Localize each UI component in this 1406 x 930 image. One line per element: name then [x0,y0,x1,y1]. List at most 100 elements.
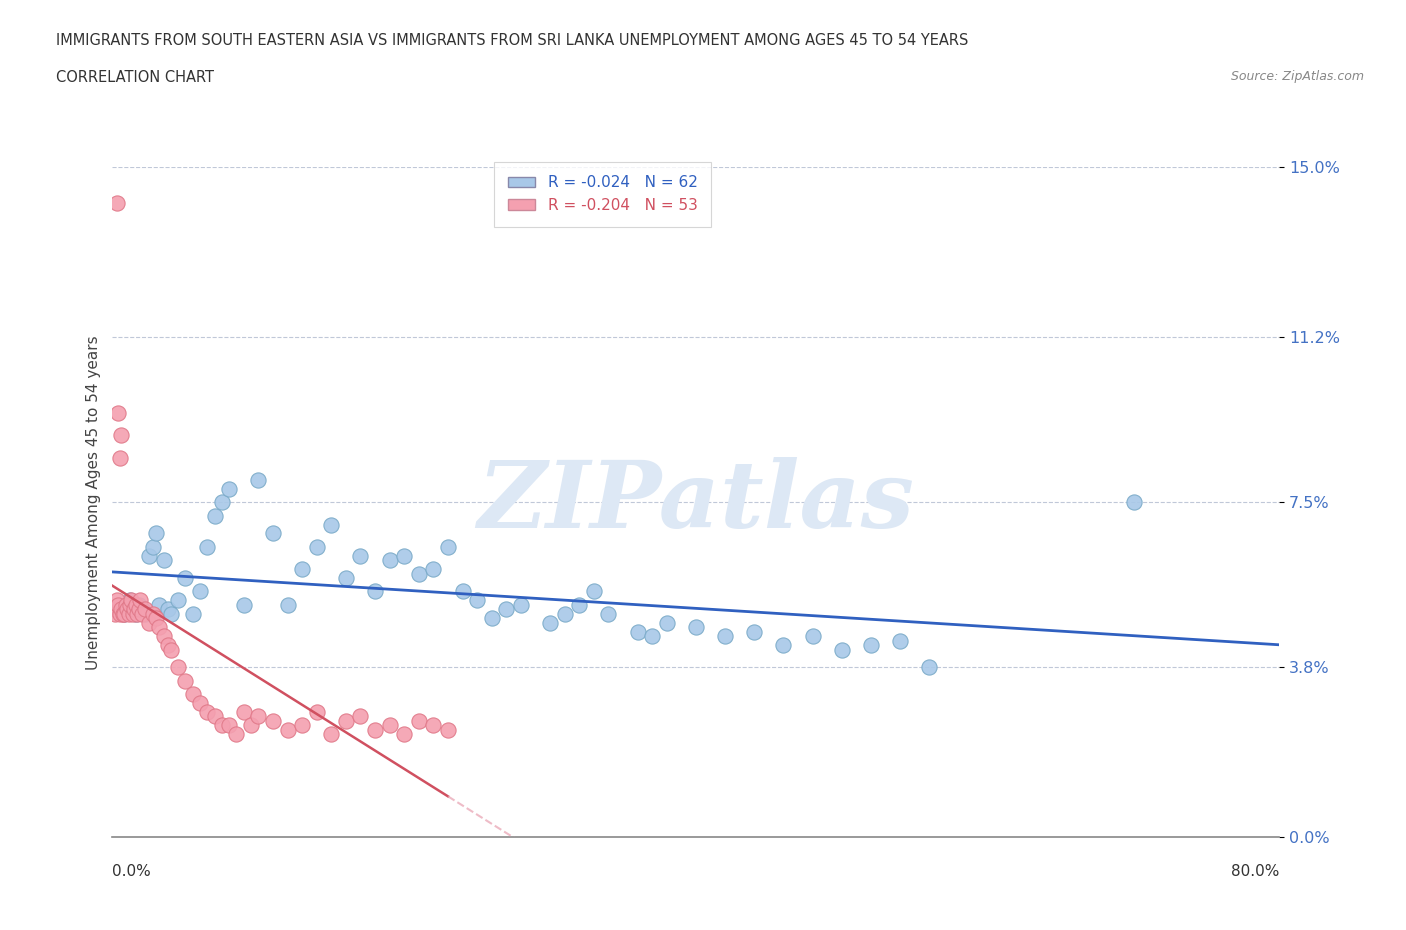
Point [181,686,204,701]
Point [131,602,153,617]
Point [142,606,165,621]
Point [481,611,503,626]
Point [152,629,174,644]
Legend: R = -0.024   N = 62, R = -0.204   N = 53: R = -0.024 N = 62, R = -0.204 N = 53 [494,162,711,227]
Point [335,571,357,586]
Text: CORRELATION CHART: CORRELATION CHART [56,70,214,85]
Point [831,642,853,657]
Point [110,602,132,617]
Point [145,526,167,541]
Point [156,638,179,653]
Point [801,629,824,644]
Point [120,593,142,608]
Point [364,723,387,737]
Point [108,450,131,465]
Point [598,606,620,621]
Point [129,593,152,608]
Point [188,696,211,711]
Point [108,602,131,617]
Point [156,602,179,617]
Point [364,584,387,599]
Point [114,597,136,612]
Point [108,606,131,621]
Point [655,616,678,631]
Point [626,624,648,639]
Point [107,597,129,612]
Point [134,606,156,621]
Point [437,723,460,737]
Point [232,705,254,720]
Point [195,705,218,720]
Point [118,597,141,612]
Point [117,606,139,621]
Text: 80.0%: 80.0% [1232,864,1279,879]
Point [451,584,474,599]
Point [262,526,284,541]
Point [152,552,174,567]
Point [211,495,233,510]
Point [204,508,226,523]
Point [145,611,167,626]
Point [568,597,591,612]
Point [232,597,254,612]
Point [509,597,531,612]
Point [181,606,204,621]
Point [125,606,148,621]
Point [714,629,737,644]
Point [349,549,371,564]
Text: IMMIGRANTS FROM SOUTH EASTERN ASIA VS IMMIGRANTS FROM SRI LANKA UNEMPLOYMENT AMO: IMMIGRANTS FROM SOUTH EASTERN ASIA VS IM… [56,33,969,47]
Point [115,602,138,617]
Point [305,705,328,720]
Point [111,606,134,621]
Point [148,619,170,634]
Point [107,405,129,420]
Point [392,549,416,564]
Point [422,718,444,733]
Point [378,718,401,733]
Point [125,597,148,612]
Point [148,597,170,612]
Point [321,727,343,742]
Point [276,597,298,612]
Point [128,597,150,612]
Point [174,571,197,586]
Point [641,629,664,644]
Point [408,566,430,581]
Point [174,673,197,688]
Point [772,638,794,653]
Point [554,606,576,621]
Point [122,602,145,617]
Point [128,602,150,617]
Text: 0.0%: 0.0% [112,864,152,879]
Point [276,723,298,737]
Point [211,718,233,733]
Point [349,709,371,724]
Point [1122,495,1144,510]
Point [204,709,226,724]
Point [122,606,145,621]
Point [495,602,517,617]
Point [291,718,314,733]
Point [188,584,211,599]
Point [103,602,125,617]
Point [195,539,218,554]
Point [422,562,444,577]
Point [218,482,240,497]
Point [112,606,135,621]
Point [138,549,160,564]
Point [134,602,156,617]
Point [167,660,190,675]
Point [392,727,416,742]
Point [115,597,138,612]
Point [218,718,240,733]
Text: ZIPatlas: ZIPatlas [478,458,914,547]
Point [378,552,401,567]
Point [247,472,270,487]
Point [131,606,153,621]
Point [225,727,247,742]
Point [437,539,460,554]
Point [160,642,183,657]
Point [305,539,328,554]
Point [291,562,314,577]
Point [104,606,127,621]
